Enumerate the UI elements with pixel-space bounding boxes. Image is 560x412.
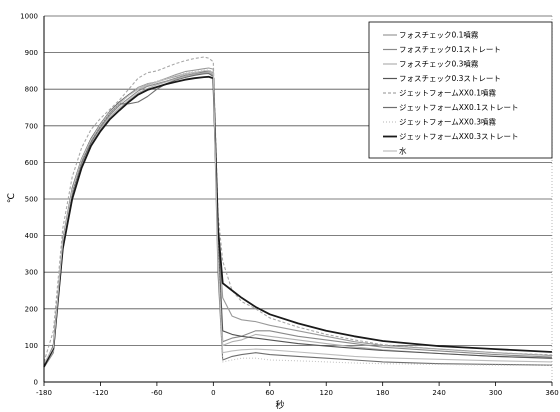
y-tick-label: 500 [25,196,38,204]
y-tick-label: 800 [25,86,38,94]
series-lines [43,56,553,368]
x-tick-label: 0 [211,389,215,397]
x-tick-labels: -180 -120 -60 0 60 120 180 240 300 360 [36,389,559,397]
x-tick-label: 300 [489,389,502,397]
legend-label-4: フォスチェック0.3ストレート [399,74,501,83]
series-line-9 [43,69,553,364]
legend-items: フォスチェック0.1噴霧フォスチェック0.1ストレートフォスチェック0.3噴霧フ… [383,30,518,156]
x-tick-label: 120 [320,389,333,397]
legend-label-1: フォスチェック0.1噴霧 [399,30,479,40]
y-tick-label: 400 [25,232,38,240]
x-tick-label: 360 [545,389,558,397]
y-tick-label: 200 [25,305,38,313]
x-axis-title: 秒 [275,399,284,411]
legend-box [368,21,553,159]
y-axis-title: ℃ [7,193,17,203]
x-tick-label: -120 [92,389,108,397]
series-line-6 [43,72,553,366]
x-tick-label: 60 [265,389,274,397]
legend-label-3: フォスチェック0.3噴霧 [399,59,479,69]
legend-label-7: ジェットフォームXX0.3噴霧 [399,117,496,127]
y-tick-label: 900 [25,49,38,57]
legend-label-9: 水 [399,146,407,156]
series-line-8 [43,75,553,368]
y-tick-label: 100 [25,342,38,350]
legend-label-2: フォスチェック0.1ストレート [399,45,501,54]
y-tick-label: 1000 [20,13,38,21]
legend-label-6: ジェットフォームXX0.1ストレート [399,103,518,112]
x-tick-label: 180 [376,389,389,397]
y-tick-labels: 0 100 200 300 400 500 600 700 800 900 1000 [20,13,38,387]
legend: フォスチェック0.1噴霧フォスチェック0.1ストレートフォスチェック0.3噴霧フ… [368,21,553,159]
y-tick-label: 300 [25,269,38,277]
x-tick-label: -180 [36,389,52,397]
legend-label-8: ジェットフォームXX0.3ストレート [399,132,518,141]
y-tick-label: 600 [25,159,38,167]
y-tick-label: 0 [34,379,38,387]
x-tick-label: -60 [151,389,162,397]
legend-label-5: ジェットフォームXX0.1噴霧 [399,88,496,98]
x-tick-label: 240 [432,389,445,397]
y-tick-label: 700 [25,122,38,130]
series-line-5 [43,56,553,363]
series-line-3 [43,72,553,367]
